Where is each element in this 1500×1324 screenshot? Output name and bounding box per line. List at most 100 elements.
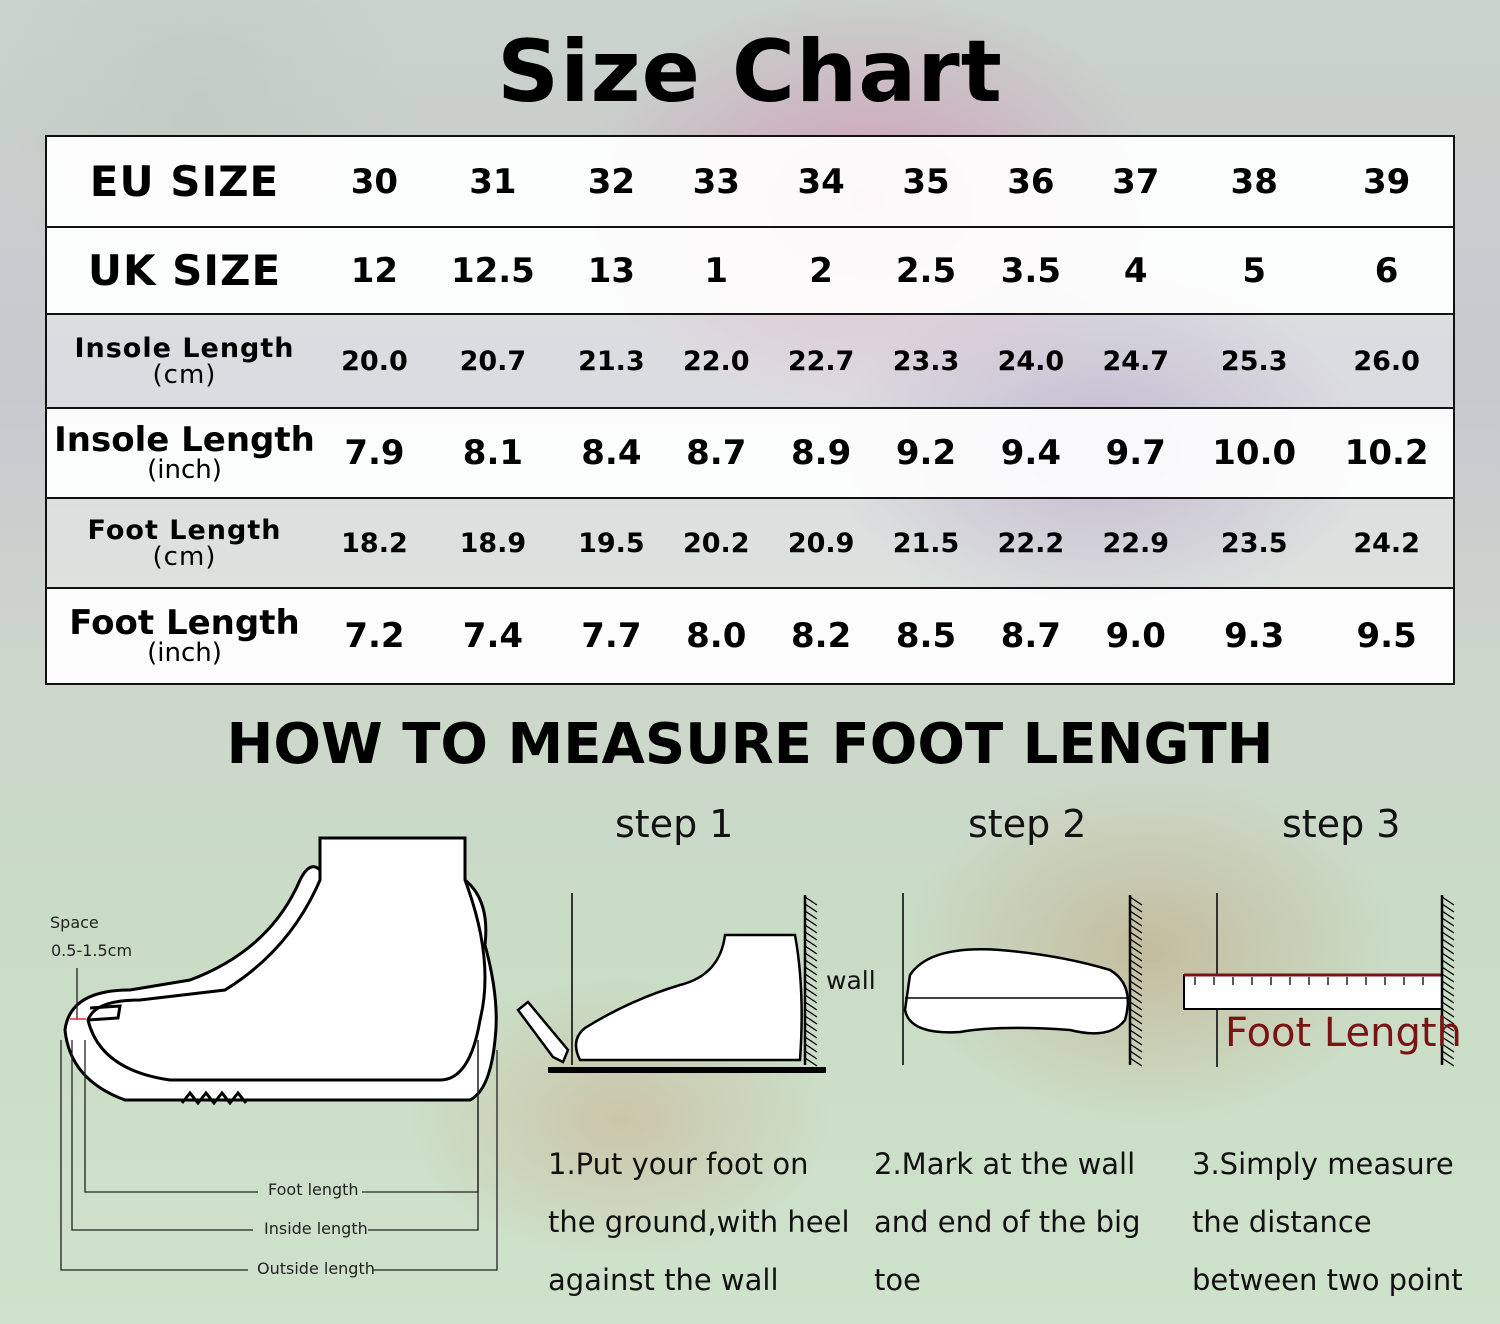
table-cell: 20.2 (663, 497, 769, 588)
instruction-line: 2.Mark at the wall (874, 1147, 1136, 1181)
instruction-line: between two point (1192, 1263, 1463, 1297)
row-unit: (inch) (147, 455, 222, 485)
wall-hatch (1129, 987, 1143, 997)
step2-diagram (902, 893, 1132, 1065)
row-label: Insole Length (inch) (46, 407, 322, 498)
row-label-text: Insole Length (54, 420, 315, 460)
outside-length-label: Outside length (257, 1259, 375, 1278)
wall-hatch (804, 1015, 818, 1025)
table-cell: 7.7 (558, 587, 664, 684)
wall-hatch (1441, 896, 1455, 906)
wall-hatch (1441, 903, 1455, 913)
wall-hatch (804, 910, 818, 920)
wall-hatch (1441, 1001, 1455, 1011)
table-cell: 8.4 (558, 407, 664, 498)
wall-hatch (1441, 1057, 1455, 1067)
length-brackets (60, 968, 498, 1271)
table-cell: 5 (1188, 226, 1321, 314)
table-cell: 35 (873, 135, 979, 227)
table-cell: 22.9 (1083, 497, 1189, 588)
wall-hatch (1441, 917, 1455, 927)
wall-hatch (1129, 1057, 1143, 1067)
wall-hatch (804, 1036, 818, 1046)
wall-hatch (804, 945, 818, 955)
wall-hatch (1441, 924, 1455, 934)
wall-hatch (1129, 973, 1143, 983)
table-cell: 7.9 (322, 407, 427, 498)
table-cell: 21.3 (558, 313, 664, 408)
table-cell: 9.4 (978, 407, 1084, 498)
row-label: EU SIZE (46, 135, 322, 227)
wall-hatch (804, 924, 818, 934)
wall-hatch (1129, 903, 1143, 913)
space-label: Space (50, 913, 99, 932)
inside-length-label: Inside length (264, 1219, 368, 1238)
wall-hatch (1441, 1050, 1455, 1060)
table-cell: 8.9 (768, 407, 874, 498)
table-cell: 37 (1083, 135, 1189, 227)
instruction-line: against the wall (548, 1263, 779, 1297)
table-cell: 18.2 (322, 497, 427, 588)
table-row: Foot Length (inch) 7.2 7.4 7.7 8.0 8.2 8.5 8.7 9.… (46, 587, 1454, 684)
table-cell: 7.2 (322, 587, 427, 684)
instruction-line: the ground,with heel (548, 1205, 850, 1239)
wall-hatch (804, 994, 818, 1004)
table-cell: 19.5 (558, 497, 664, 588)
table-cell: 20.7 (426, 313, 559, 408)
table-cell: 4 (1083, 226, 1189, 314)
wall-hatch (804, 973, 818, 983)
wall-hatch (1441, 1043, 1455, 1053)
row-label-text: EU SIZE (89, 156, 280, 206)
wall-hatch (1441, 973, 1455, 983)
wall-hatch (804, 903, 818, 913)
table-cell: 33 (663, 135, 769, 227)
wall-label: wall (826, 966, 876, 995)
table-cell: 13 (558, 226, 664, 314)
table-cell: 9.5 (1320, 587, 1454, 684)
table-cell: 8.1 (426, 407, 559, 498)
table-row: Insole Length (inch) 7.9 8.1 8.4 8.7 8.9 9.2 9.4… (46, 407, 1454, 498)
wall-hatch (1129, 952, 1143, 962)
step1-diagram (516, 893, 826, 1073)
step3-instructions: 3.Simply measure the distance between tw… (1192, 1135, 1463, 1309)
table-cell: 21.5 (873, 497, 979, 588)
wall-hatch (1129, 1022, 1143, 1032)
row-label: Insole Length (cm) (46, 313, 322, 408)
wall-hatch (1129, 931, 1143, 941)
wall-hatch (1441, 1029, 1455, 1039)
foot-length-label: Foot length (268, 1180, 359, 1199)
wall-hatch (1129, 910, 1143, 920)
space-value: 0.5-1.5cm (51, 941, 133, 960)
wall-hatch (804, 980, 818, 990)
wall-hatch (1129, 980, 1143, 990)
table-row: Insole Length (cm) 20.0 20.7 21.3 22.0 22.7 23.… (46, 313, 1454, 408)
wall-hatch (1129, 994, 1143, 1004)
table-cell: 10.2 (1320, 407, 1454, 498)
wall-hatch (1129, 1015, 1143, 1025)
instruction-line: the distance (1192, 1205, 1372, 1239)
table-cell: 24.2 (1320, 497, 1454, 588)
wall-hatch (804, 987, 818, 997)
table-cell: 31 (426, 135, 559, 227)
row-unit: (cm) (152, 359, 217, 390)
wall-hatch (1441, 966, 1455, 976)
table-cell: 39 (1320, 135, 1454, 227)
table-cell: 9.2 (873, 407, 979, 498)
wall-hatch (1441, 994, 1455, 1004)
wall-hatch (804, 1050, 818, 1060)
table-row: EU SIZE 30 31 32 33 34 35 36 37 38 39 (46, 135, 1454, 227)
step3-diagram (1183, 893, 1444, 1067)
table-cell: 24.7 (1083, 313, 1189, 408)
row-label-text: UK SIZE (87, 245, 282, 295)
table-cell: 36 (978, 135, 1084, 227)
wall-hatch (1441, 1015, 1455, 1025)
table-cell: 10.0 (1188, 407, 1321, 498)
wall-hatch (1129, 966, 1143, 976)
wall-hatch (804, 896, 818, 906)
row-label: UK SIZE (46, 226, 322, 314)
instruction-line: 3.Simply measure (1192, 1147, 1454, 1181)
table-cell: 18.9 (426, 497, 559, 588)
table-cell: 22.7 (768, 313, 874, 408)
wall-hatch (1441, 910, 1455, 920)
table-cell: 32 (558, 135, 664, 227)
